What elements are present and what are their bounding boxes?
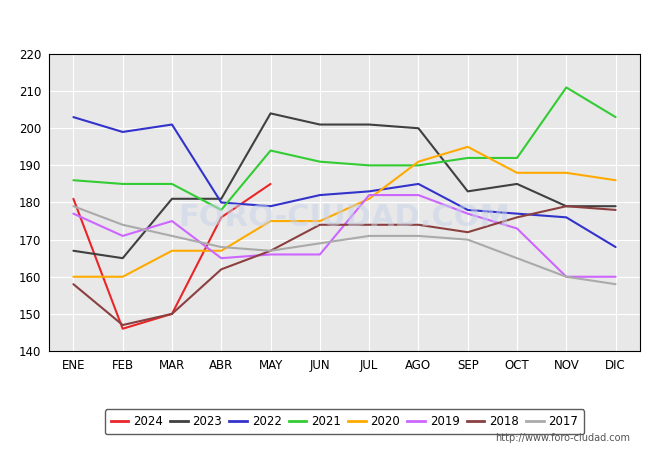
Text: Afiliados en Almuniente a 31/5/2024: Afiliados en Almuniente a 31/5/2024 <box>155 12 495 30</box>
Legend: 2024, 2023, 2022, 2021, 2020, 2019, 2018, 2017: 2024, 2023, 2022, 2021, 2020, 2019, 2018… <box>105 410 584 434</box>
Text: FORO-CIUDAD.COM: FORO-CIUDAD.COM <box>179 203 510 232</box>
Text: http://www.foro-ciudad.com: http://www.foro-ciudad.com <box>495 433 630 443</box>
